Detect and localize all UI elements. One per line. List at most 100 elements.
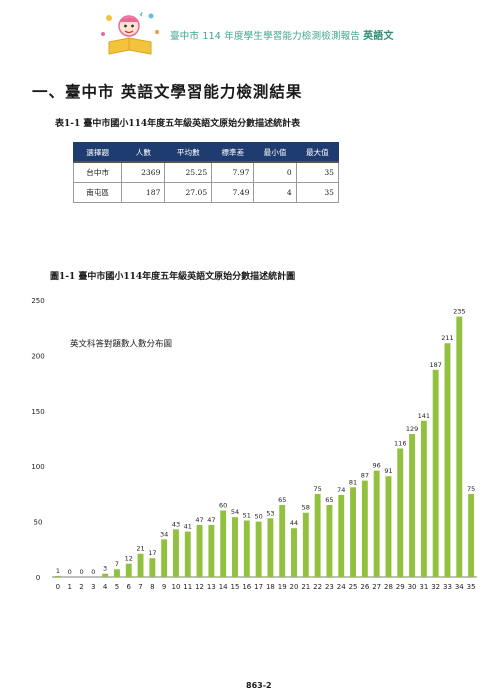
x-tick-label: 15 [231, 583, 240, 591]
x-tick-label: 4 [103, 583, 108, 591]
chart-bar [102, 573, 109, 577]
bar-value-label: 47 [207, 516, 215, 524]
bar-value-label: 211 [441, 334, 453, 342]
x-tick-label: 16 [242, 583, 251, 591]
y-tick-label: 0 [36, 574, 40, 582]
x-tick-label: 28 [384, 583, 393, 591]
bar-value-label: 21 [136, 545, 144, 553]
table-cell: 35 [295, 182, 340, 203]
bar-value-label: 74 [337, 486, 345, 494]
chart-bar [314, 493, 321, 577]
bar-value-label: 17 [148, 549, 156, 557]
statistics-table: 選擇題 人數 平均數 標準差 最小值 最大值 台中市 2369 25.25 7.… [72, 142, 340, 203]
x-tick-label: 33 [443, 583, 452, 591]
report-title: 臺中市 114 年度學生學習能力檢測檢測報告 英語文 [170, 27, 394, 42]
bar-value-label: 60 [219, 502, 227, 510]
x-tick-label: 32 [431, 583, 440, 591]
bar-value-label: 235 [453, 308, 465, 316]
x-tick-label: 3 [91, 583, 95, 591]
chart-bar [243, 520, 250, 577]
header-cell: 人數 [121, 142, 166, 163]
bar-value-label: 44 [290, 519, 298, 527]
chart-caption: 圖1-1 臺中市國小114年度五年級英語文原始分數描述統計圖 [50, 272, 296, 282]
x-tick-label: 24 [337, 583, 346, 591]
header-cell: 標準差 [211, 142, 255, 163]
bar-value-label: 41 [184, 523, 192, 531]
table-cell: 4 [253, 182, 297, 203]
chart-bar [350, 487, 356, 577]
x-tick-label: 19 [278, 583, 287, 591]
report-title-text: 臺中市 114 年度學生學習能力檢測檢測報告 [170, 31, 361, 42]
bar-value-label: 53 [266, 509, 274, 517]
x-tick-label: 5 [115, 583, 119, 591]
bar-value-label: 50 [254, 513, 262, 521]
bar-value-label: 75 [313, 485, 321, 493]
bar-value-label: 12 [125, 555, 133, 563]
bar-value-label: 187 [429, 361, 441, 369]
chart-bar [302, 512, 309, 577]
chart-bar [149, 558, 156, 577]
chart-bar [456, 316, 463, 577]
table-cell: 7.97 [211, 161, 255, 183]
table-cell: 27.05 [164, 182, 213, 203]
table-cell: 7.49 [211, 182, 255, 203]
table-cell: 2369 [121, 161, 166, 183]
chart-bar [54, 575, 61, 577]
table-cell: 南屯區 [72, 182, 123, 203]
bar-value-label: 54 [231, 508, 239, 516]
bar-value-label: 34 [160, 530, 168, 538]
y-tick-label: 50 [34, 519, 43, 527]
chart-bar [232, 517, 238, 577]
chart-bar [173, 529, 179, 577]
x-tick-label: 11 [183, 583, 192, 591]
bar-value-label: 7 [115, 560, 119, 568]
bar-value-label: 0 [68, 568, 72, 576]
x-tick-label: 6 [127, 583, 132, 591]
header-cell: 最小值 [253, 142, 297, 163]
mascot-logo-icon [101, 11, 159, 55]
bar-value-label: 51 [243, 511, 251, 519]
x-tick-label: 14 [219, 583, 228, 591]
x-tick-label: 29 [396, 583, 405, 591]
bar-value-label: 96 [373, 462, 381, 470]
chart-bar [267, 518, 274, 577]
x-tick-label: 18 [266, 583, 275, 591]
bar-value-label: 47 [195, 516, 203, 524]
chart-bar [220, 510, 227, 577]
table-cell: 25.25 [164, 161, 213, 183]
chart-bar [255, 521, 262, 577]
y-tick-label: 250 [31, 297, 44, 305]
header-cell: 平均數 [164, 142, 213, 163]
table-cell: 台中市 [72, 161, 123, 183]
x-tick-label: 27 [372, 583, 381, 591]
bar-value-label: 87 [361, 472, 369, 480]
report-header: 臺中市 114 年度學生學習能力檢測檢測報告 英語文 [95, 8, 485, 58]
x-tick-label: 9 [162, 583, 166, 591]
page-number: 863-2 [246, 681, 272, 690]
chart-bar [326, 504, 333, 577]
chart-bar [291, 528, 297, 577]
x-tick-label: 20 [290, 583, 299, 591]
y-tick-label: 150 [31, 408, 44, 416]
chart-bar [385, 476, 392, 577]
chart-bar [409, 434, 416, 577]
x-tick-label: 12 [195, 583, 204, 591]
report-subject: 英語文 [363, 31, 394, 42]
chart-bar [184, 531, 191, 577]
x-tick-label: 23 [325, 583, 334, 591]
x-tick-label: 35 [467, 583, 476, 591]
bar-value-label: 3 [103, 565, 107, 573]
bar-value-label: 65 [278, 496, 286, 504]
chart-bar [161, 539, 168, 577]
chart-bar [125, 563, 132, 577]
x-tick-label: 7 [138, 583, 142, 591]
x-tick-label: 30 [408, 583, 417, 591]
chart-bar [361, 480, 368, 577]
bar-value-label: 141 [418, 412, 430, 420]
x-tick-label: 1 [67, 583, 71, 591]
table-header-row: 選擇題 人數 平均數 標準差 最小值 最大值 [72, 142, 340, 163]
bar-value-label: 129 [406, 425, 418, 433]
chart-bar [113, 569, 120, 577]
bar-value-label: 1 [56, 567, 60, 575]
chart-bar [373, 470, 380, 577]
